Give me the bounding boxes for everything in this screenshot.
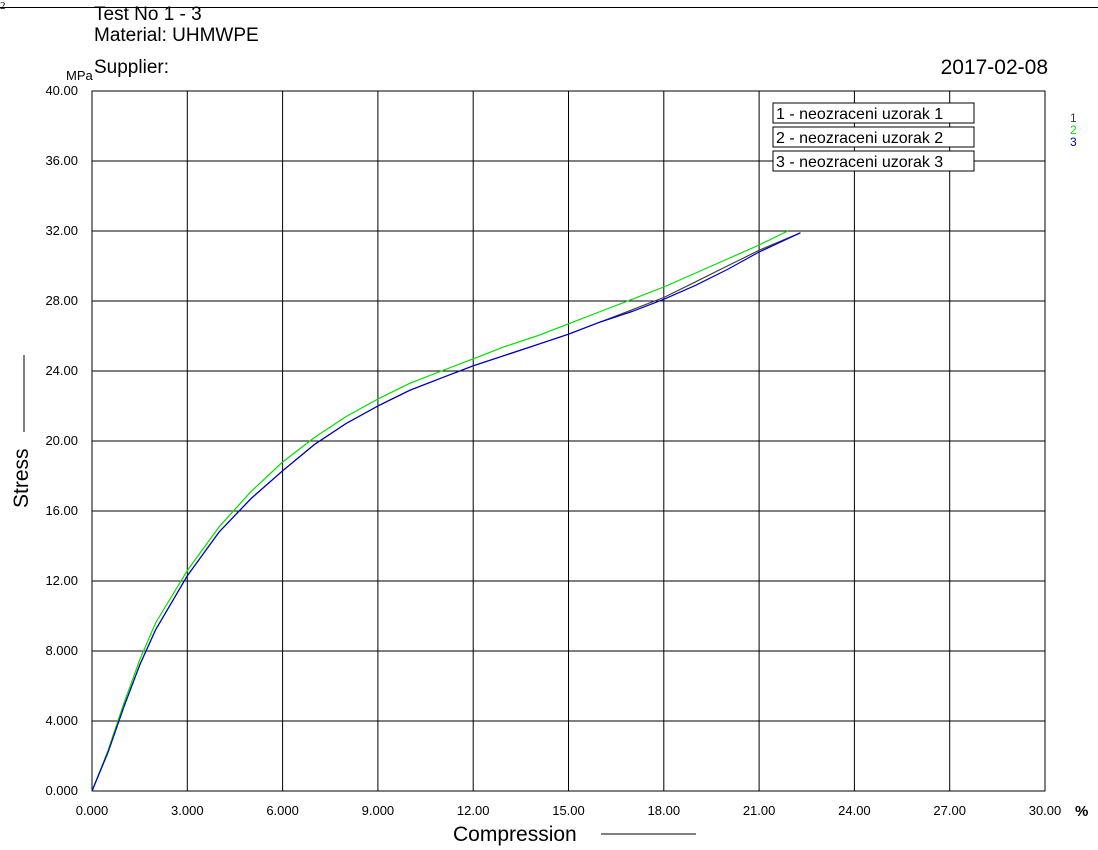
y-unit-label: MPa — [66, 68, 94, 83]
test-number: Test No 1 - 3 — [94, 4, 202, 25]
page-marker: 2 — [0, 0, 6, 12]
supplier-label: Supplier: — [94, 57, 169, 78]
y-tick-label: 24.00 — [45, 363, 78, 378]
legend-entry-2: 2 - neozraceni uzorak 2 — [776, 130, 943, 147]
legend-entry-3: 3 - neozraceni uzorak 3 — [776, 154, 943, 171]
x-tick-label: 24.00 — [838, 803, 871, 818]
y-tick-label: 40.00 — [45, 83, 78, 98]
header-divider — [0, 7, 1098, 8]
series-markers: 123 — [1070, 111, 1077, 149]
y-tick-label: 20.00 — [45, 433, 78, 448]
series-line-2 — [91, 230, 788, 792]
x-tick-labels: 0.000 3.000 6.000 9.000 12.00 15.00 18.00 21.00… — [76, 803, 1062, 818]
y-tick-label: 4.000 — [45, 713, 78, 728]
x-axis-label: Compression — [453, 823, 577, 846]
x-tick-label: 30.00 — [1029, 803, 1062, 818]
x-tick-label: 21.00 — [743, 803, 776, 818]
x-tick-label: 6.000 — [266, 803, 299, 818]
legend-box — [772, 126, 975, 148]
x-tick-label: 18.00 — [648, 803, 681, 818]
legend-box — [772, 102, 975, 124]
series-marker-1: 1 — [1070, 111, 1077, 125]
y-axis-label: Stress — [10, 448, 33, 508]
legend-entry-1: 1 - neozraceni uzorak 1 — [776, 106, 943, 123]
x-tick-label: 12.00 — [457, 803, 490, 818]
material-label: Material: UHMWPE — [94, 25, 259, 46]
x-tick-label: 9.000 — [362, 803, 395, 818]
y-tick-label: 0.000 — [45, 783, 78, 798]
x-unit-label: % — [1075, 803, 1088, 820]
y-tick-label: 28.00 — [45, 293, 78, 308]
y-tick-label: 36.00 — [45, 153, 78, 168]
plot-frame — [91, 90, 1046, 792]
legend: 1 - neozraceni uzorak 1 2 - neozraceni uz… — [772, 102, 975, 172]
y-tick-label: 12.00 — [45, 573, 78, 588]
legend-box — [772, 150, 975, 172]
series-marker-3: 3 — [1070, 135, 1077, 149]
test-date: 2017-02-08 — [940, 56, 1048, 79]
series-layer — [91, 230, 801, 792]
x-tick-label: 15.00 — [552, 803, 585, 818]
x-tick-label: 0.000 — [76, 803, 109, 818]
series-marker-2: 2 — [1070, 123, 1077, 137]
y-tick-labels: 0.000 4.000 8.000 12.00 16.00 20.00 24.00 28.00… — [45, 83, 78, 798]
x-tick-label: 27.00 — [933, 803, 966, 818]
x-tick-label: 3.000 — [171, 803, 204, 818]
y-tick-label: 16.00 — [45, 503, 78, 518]
y-tick-label: 32.00 — [45, 223, 78, 238]
grid — [92, 91, 1045, 791]
series-line-3 — [91, 232, 801, 792]
y-tick-label: 8.000 — [45, 643, 78, 658]
series-line-1 — [91, 232, 801, 792]
